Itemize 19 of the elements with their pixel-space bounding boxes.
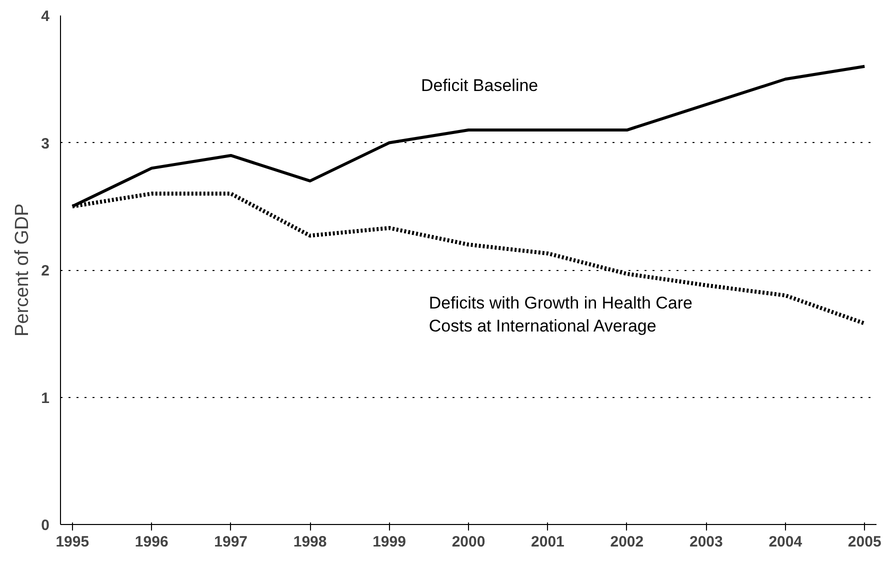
x-tick-label: 2000 <box>452 534 486 550</box>
x-tick-label: 1999 <box>372 534 406 550</box>
text: Deficit Baseline <box>420 76 538 95</box>
x-tick-label: 2005 <box>848 534 882 550</box>
y-tick-label: 3 <box>41 135 50 152</box>
series-label: Deficits with Growth in Health Care Costs at International Average <box>428 294 692 336</box>
y-axis-title: Percent of GDP <box>12 203 34 337</box>
x-tick-label: 1996 <box>134 534 168 550</box>
y-tick-label: 2 <box>41 262 50 280</box>
x-tick-label: 1995 <box>56 534 90 550</box>
y-tick-label: 1 <box>41 390 50 407</box>
y-tick-label: 4 <box>41 8 50 25</box>
x-tick-label: 1998 <box>293 534 327 550</box>
x-tick-label: 1997 <box>214 534 248 550</box>
x-tick-label: 2001 <box>531 534 564 550</box>
x-tick-label: 2004 <box>768 534 803 550</box>
y-tick-label: 0 <box>41 517 50 534</box>
x-tick-label: 2002 <box>610 534 644 550</box>
x-tick-label: 2003 <box>689 534 723 550</box>
